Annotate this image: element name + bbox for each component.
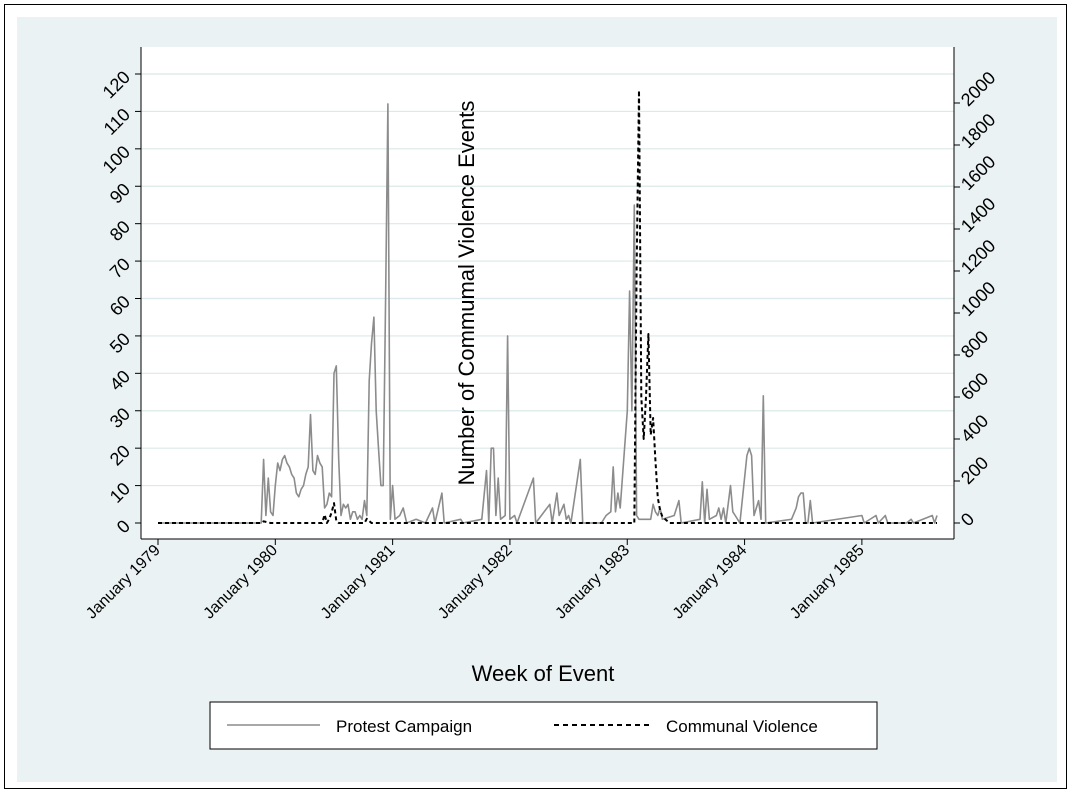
series-layer bbox=[158, 89, 938, 524]
chart-frame: 0 10 20 30 40 50 60 70 80 90 100 110 120 0 200 400 600 80… bbox=[4, 4, 1067, 789]
x-axis-title: Week of Event bbox=[472, 661, 615, 686]
legend: Protest Campaign Communal Violence bbox=[209, 701, 878, 750]
legend-label-violence: Communal Violence bbox=[666, 717, 818, 736]
chart-svg: 0102030405060708090100110120020040060080… bbox=[17, 17, 1057, 782]
legend-label-protest: Protest Campaign bbox=[336, 717, 472, 736]
series-line-communal-violence bbox=[158, 89, 937, 524]
series-line-protest-campaign bbox=[158, 103, 938, 524]
plot-region bbox=[141, 47, 954, 539]
gridlines bbox=[141, 73, 954, 487]
right-axis-title: Number of Commumal Violence Events bbox=[454, 101, 479, 486]
legend-box bbox=[209, 701, 878, 750]
